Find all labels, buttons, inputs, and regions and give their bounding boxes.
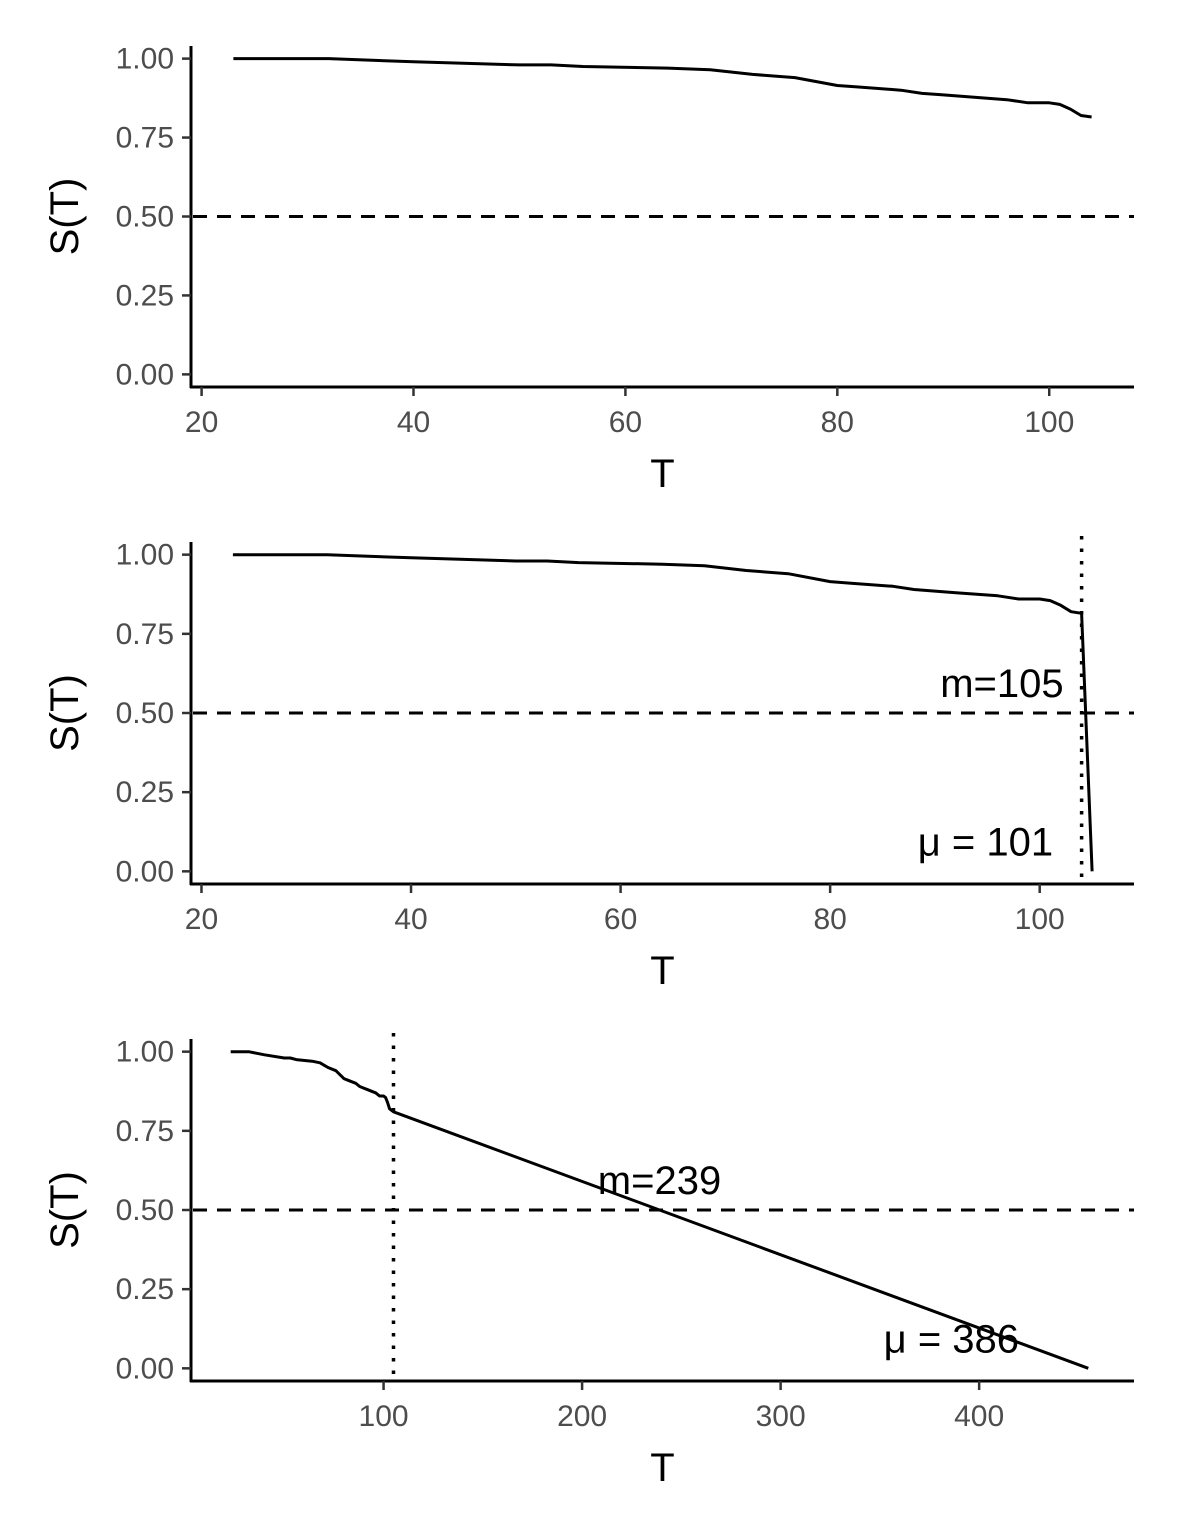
x-tick-label: 20 — [185, 406, 218, 439]
survival-curve — [230, 1050, 1089, 1370]
y-tick-label: 1.00 — [116, 539, 174, 572]
y-tick-label: 0.50 — [116, 1194, 174, 1227]
y-axis-title: S(T) — [43, 1171, 87, 1249]
annotation-label: μ = 386 — [884, 1317, 1019, 1361]
y-tick-label: 1.00 — [116, 1036, 174, 1069]
x-axis-title: T — [650, 1446, 674, 1490]
x-tick-label: 60 — [609, 406, 642, 439]
survival-curve — [232, 553, 1094, 872]
y-tick-label: 0.25 — [116, 1273, 174, 1306]
y-tick-label: 0.75 — [116, 618, 174, 651]
annotation-label: m=105 — [940, 662, 1063, 706]
y-axis-title: S(T) — [43, 674, 87, 752]
x-tick-label: 100 — [359, 1400, 409, 1433]
x-tick-label: 400 — [954, 1400, 1004, 1433]
x-tick-label: 80 — [813, 903, 846, 936]
x-tick-label: 300 — [756, 1400, 806, 1433]
x-tick-label: 40 — [397, 406, 430, 439]
y-tick-label: 0.50 — [116, 201, 174, 234]
x-tick-label: 200 — [557, 1400, 607, 1433]
x-tick-label: 20 — [185, 903, 218, 936]
y-tick-label: 0.75 — [116, 1115, 174, 1148]
chart-panel-1: 0.00 0.25 0.50 0.75 1.00 20 40 60 80 100 T S(T) — [43, 43, 1134, 496]
survival-curve — [233, 57, 1092, 119]
chart-panel-3: 0.00 0.25 0.50 0.75 1.00 100 200 300 400 T S(T) m=2… — [43, 1033, 1134, 1490]
y-tick-label: 1.00 — [116, 43, 174, 76]
x-tick-label: 60 — [604, 903, 637, 936]
y-axis-title: S(T) — [43, 178, 87, 256]
x-axis-title: T — [650, 949, 674, 993]
y-tick-label: 0.50 — [116, 697, 174, 730]
y-tick-label: 0.00 — [116, 855, 174, 888]
y-tick-label: 0.00 — [116, 1352, 174, 1385]
y-tick-label: 0.25 — [116, 279, 174, 312]
x-axis-title: T — [650, 452, 674, 496]
x-tick-label: 40 — [394, 903, 427, 936]
y-tick-label: 0.75 — [116, 122, 174, 155]
y-tick-label: 0.25 — [116, 776, 174, 809]
annotation-label: μ = 101 — [918, 820, 1053, 864]
chart-panel-2: 0.00 0.25 0.50 0.75 1.00 20 40 60 80 100 T S(T) m=10… — [43, 536, 1134, 993]
x-tick-label: 80 — [821, 406, 854, 439]
annotation-label: m=239 — [598, 1159, 721, 1203]
x-tick-label: 100 — [1024, 406, 1074, 439]
x-tick-label: 100 — [1015, 903, 1065, 936]
y-tick-label: 0.00 — [116, 358, 174, 391]
